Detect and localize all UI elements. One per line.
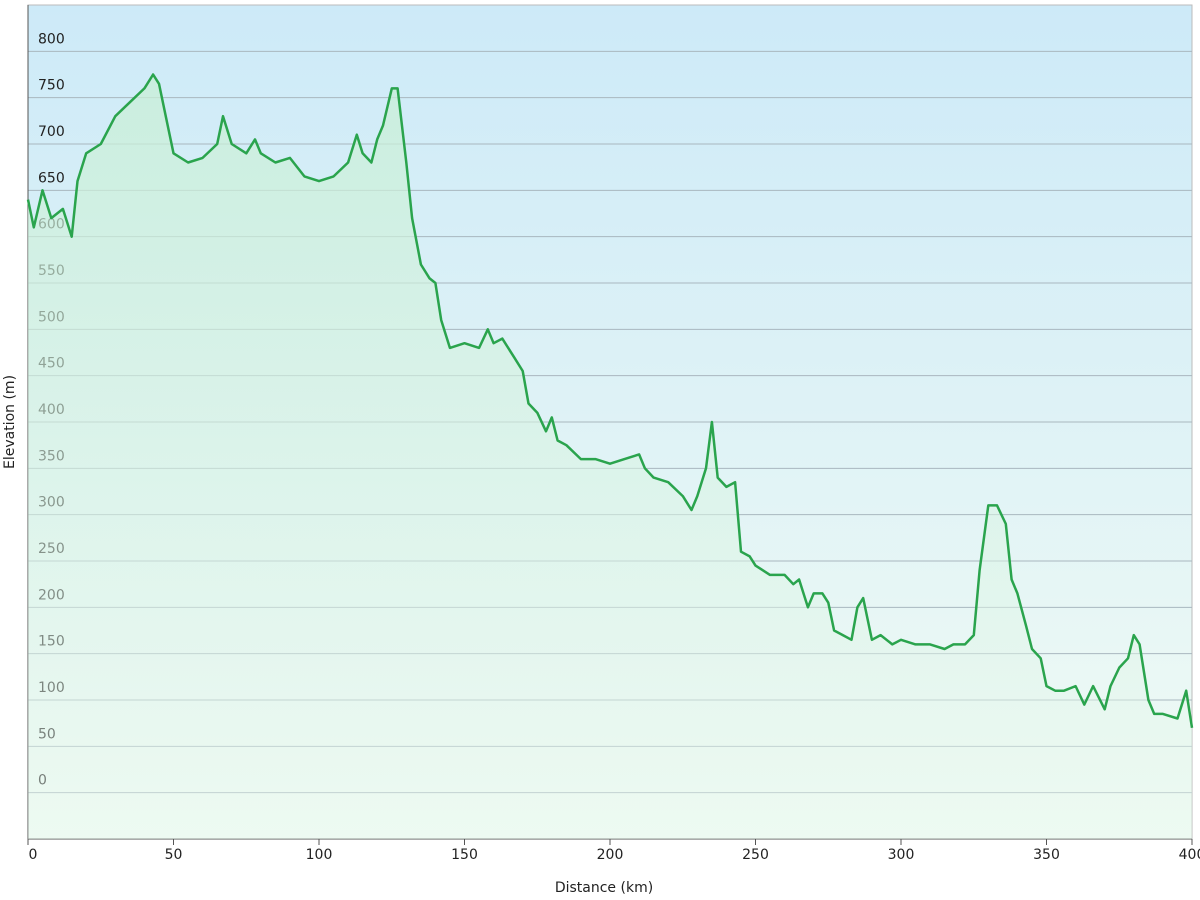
x-tick-label: 200: [597, 847, 624, 863]
y-tick-label: 800: [38, 31, 65, 47]
area: [28, 74, 1192, 839]
x-axis-label: Distance (km): [555, 880, 653, 896]
y-axis-label: Elevation (m): [2, 375, 18, 469]
x-tick-label: 250: [742, 847, 769, 863]
y-tick-label: 750: [38, 78, 65, 94]
x-tick-label: 150: [451, 847, 478, 863]
x-tick-label: 0: [29, 847, 38, 863]
y-tick-label: 700: [38, 124, 65, 140]
x-tick-label: 50: [165, 847, 183, 863]
y-tick-label: 650: [38, 170, 65, 186]
x-tick-label: 100: [306, 847, 333, 863]
x-tick-label: 400: [1179, 847, 1200, 863]
x-tick-label: 300: [888, 847, 915, 863]
line: [26, 73, 1194, 728]
x-tick-label: 350: [1033, 847, 1060, 863]
